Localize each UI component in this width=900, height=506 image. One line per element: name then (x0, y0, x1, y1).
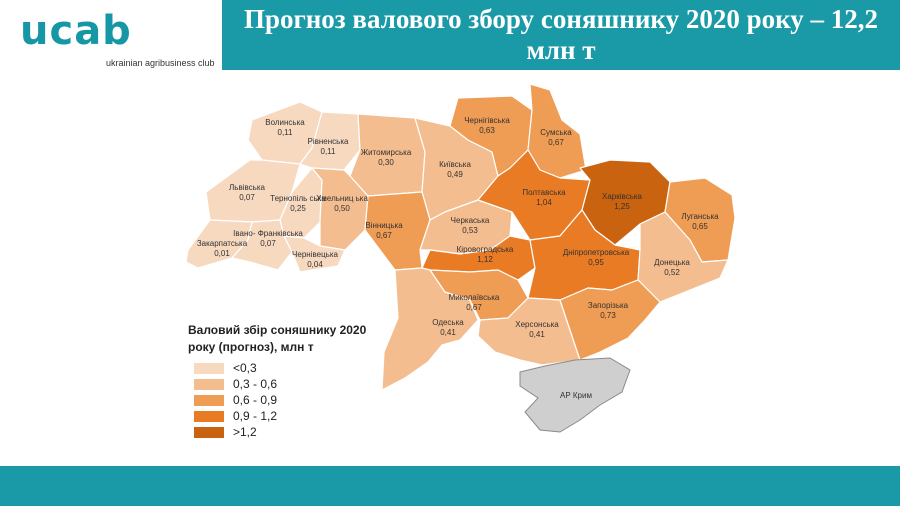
legend-label: 0,9 - 1,2 (233, 409, 278, 423)
region-label-odesa: Одеська 0,41 (432, 318, 464, 337)
region-label-khmelnytskyi: Хмельниц ька 0,50 (316, 194, 368, 213)
region-label-sumy: Сумська 0,67 (540, 128, 572, 147)
legend-items: <0,3 0,3 - 0,6 0,6 - 0,9 0,9 - 1,2 >1,2 (188, 360, 388, 440)
region-zaporizhzhia (559, 279, 661, 361)
legend-swatch (194, 410, 224, 422)
region-label-ivano_frankivsk: Івано- Франківська 0,07 (233, 229, 303, 248)
region-label-lviv: Львівська 0,07 (229, 183, 265, 202)
region-chernivtsi (283, 235, 346, 273)
logo-subtitle: ukrainian agribusiness club (106, 58, 215, 68)
map-legend: Валовий збір соняшнику 2020 року (прогно… (188, 322, 388, 440)
legend-item: 0,3 - 0,6 (188, 376, 388, 392)
region-crimea (519, 357, 631, 433)
legend-swatch (194, 362, 224, 374)
region-label-dnipro: Дніпропетровська 0,95 (563, 248, 630, 267)
ucab-logo: ucab ukrainian agribusiness club (18, 8, 218, 72)
region-label-volyn: Волинська 0,11 (265, 118, 305, 137)
region-label-kyiv: Київська 0,49 (439, 160, 471, 179)
region-vinnytsia (364, 191, 431, 271)
legend-label: 0,6 - 0,9 (233, 393, 278, 407)
region-ivano_frankivsk (231, 219, 293, 271)
legend-item: <0,3 (188, 360, 388, 376)
legend-item: 0,9 - 1,2 (188, 408, 388, 424)
region-label-rivne: Рівненська 0,11 (308, 137, 349, 156)
region-label-kirovohrad: Кіровоградська 1,12 (457, 245, 514, 264)
region-label-ternopil: Тернопіль ська 0,25 (270, 194, 326, 213)
legend-swatch (194, 394, 224, 406)
page-title: Прогноз валового збору соняшнику 2020 ро… (243, 4, 879, 65)
region-label-kherson: Херсонська 0,41 (515, 320, 559, 339)
legend-label: >1,2 (233, 425, 257, 439)
region-label-kharkiv: Харківська 1,25 (602, 192, 643, 211)
legend-item: 0,6 - 0,9 (188, 392, 388, 408)
region-label-zaporizhzhia: Запорізька 0,73 (588, 301, 629, 320)
footer-bar (0, 466, 900, 506)
region-label-zhytomyr: Житомирська 0,30 (361, 148, 412, 167)
legend-swatch (194, 426, 224, 438)
region-label-chernihiv: Чернігівська 0,63 (464, 116, 510, 135)
region-label-luhansk: Луганська 0,65 (681, 212, 719, 231)
region-label-chernivtsi: Чернівецька 0,04 (292, 250, 338, 269)
legend-item: >1,2 (188, 424, 388, 440)
legend-label: 0,3 - 0,6 (233, 377, 278, 391)
region-label-cherkasy: Черкаська 0,53 (451, 216, 490, 235)
legend-swatch (194, 378, 224, 390)
region-label-donetsk: Донецька 0,52 (654, 258, 690, 277)
region-donetsk (637, 211, 729, 303)
region-label-poltava: Полтавська 1,04 (522, 188, 566, 207)
title-banner: Прогноз валового збору соняшнику 2020 ро… (222, 0, 900, 70)
region-label-crimea: АР Крим (560, 391, 592, 400)
region-label-zakarpattia: Закарпатська 0,01 (197, 239, 248, 258)
region-label-vinnytsia: Вінницька 0,67 (365, 221, 403, 240)
legend-title: Валовий збір соняшнику 2020 року (прогно… (188, 323, 367, 354)
logo-wordmark: ucab (20, 8, 132, 54)
region-label-mykolaiv: Миколаївська 0,67 (449, 293, 500, 312)
legend-label: <0,3 (233, 361, 257, 375)
region-khmelnytskyi (311, 167, 369, 251)
